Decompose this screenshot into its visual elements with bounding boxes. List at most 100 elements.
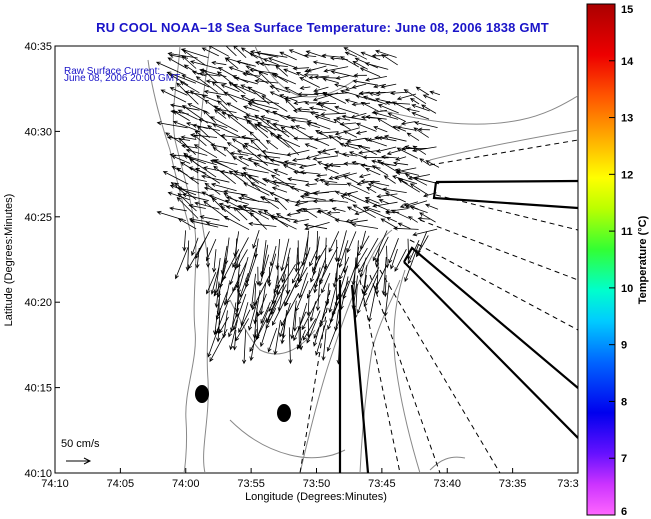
coverage-dashed-lines <box>299 139 578 473</box>
current-vector <box>228 309 239 338</box>
current-vector <box>280 317 287 345</box>
current-vector <box>346 137 366 143</box>
current-vector <box>298 207 321 212</box>
current-vector <box>328 162 348 167</box>
current-vector <box>388 238 399 264</box>
current-vector <box>195 167 221 184</box>
current-vector <box>317 150 331 155</box>
current-vectors <box>155 46 441 365</box>
current-vector <box>343 161 359 166</box>
current-vector <box>332 258 340 288</box>
x-tick-label: 73:45 <box>368 478 396 490</box>
current-vector <box>377 104 399 114</box>
current-vector <box>261 149 290 156</box>
current-vector <box>156 121 188 129</box>
current-vector <box>172 120 201 132</box>
current-vector <box>253 290 261 325</box>
current-vector <box>334 239 339 263</box>
current-vector <box>333 118 351 130</box>
current-vector <box>279 51 297 61</box>
current-vector <box>242 205 270 220</box>
current-vector <box>298 272 308 299</box>
current-vector <box>372 230 388 262</box>
current-vector <box>205 221 229 228</box>
current-vector <box>221 111 247 121</box>
current-vector <box>304 143 318 150</box>
current-vector <box>208 46 230 57</box>
current-vector <box>242 329 247 365</box>
current-vector <box>299 77 320 88</box>
current-vector <box>229 254 241 286</box>
current-vector <box>248 221 277 227</box>
current-vector <box>216 320 221 343</box>
current-vector <box>292 66 310 71</box>
current-vector <box>238 309 251 334</box>
current-vector <box>315 320 327 356</box>
current-vector <box>328 198 349 203</box>
current-vector <box>230 151 249 156</box>
current-vector <box>364 168 381 176</box>
current-vector <box>177 192 197 212</box>
current-vector <box>409 206 428 213</box>
current-vector <box>285 256 290 295</box>
current-vector <box>358 173 371 179</box>
current-vector <box>162 171 189 185</box>
x-tick-label: 73:55 <box>237 478 265 490</box>
radar-outlines <box>338 179 578 473</box>
colorbar-label: Temperature (°C) <box>637 215 649 304</box>
current-vector <box>413 127 429 138</box>
current-vector <box>310 254 321 283</box>
colorbar-tick-label: 15 <box>621 4 633 16</box>
current-vector <box>407 240 420 265</box>
current-vector <box>288 327 293 365</box>
current-vector <box>313 267 321 294</box>
current-vector <box>384 192 406 203</box>
current-vector <box>182 49 206 66</box>
current-vector <box>210 267 220 295</box>
current-vector <box>356 284 369 315</box>
current-vector <box>191 237 199 257</box>
current-vector <box>334 218 349 223</box>
current-vector <box>291 157 306 162</box>
current-vector <box>240 172 261 191</box>
current-vector <box>380 218 398 229</box>
current-vector <box>429 90 441 96</box>
current-vector <box>348 151 366 159</box>
current-vector <box>312 155 339 161</box>
current-vector <box>270 216 297 230</box>
current-vector <box>290 300 297 340</box>
current-vector <box>394 168 420 176</box>
current-vector <box>356 181 369 186</box>
current-vector <box>195 248 200 269</box>
current-vector <box>200 174 230 183</box>
current-vector <box>425 203 439 210</box>
y-tick-label: 40:20 <box>24 297 52 309</box>
current-vector <box>259 283 267 316</box>
current-vector <box>292 108 319 114</box>
site-marker-west <box>195 385 209 403</box>
current-vector <box>263 209 289 228</box>
current-vector <box>180 135 197 140</box>
current-vector <box>291 256 307 284</box>
current-vector <box>299 170 319 175</box>
current-vector <box>207 326 220 358</box>
current-vector <box>346 231 357 253</box>
current-vector <box>321 53 341 58</box>
y-tick-label: 40:25 <box>24 212 52 224</box>
current-vector <box>280 126 297 139</box>
current-vector <box>266 300 277 324</box>
current-vector <box>324 181 348 187</box>
current-vector <box>293 100 307 105</box>
current-vector <box>267 266 272 288</box>
current-vector <box>422 94 437 102</box>
current-vector <box>187 237 207 270</box>
current-vector <box>176 196 199 219</box>
current-vector <box>261 95 288 112</box>
current-vector <box>409 97 420 105</box>
current-vector <box>203 186 227 193</box>
x-tick-label: 73:35 <box>499 478 527 490</box>
current-vector <box>213 109 227 119</box>
current-vector <box>247 157 280 166</box>
current-vector <box>223 215 250 231</box>
current-vector <box>284 98 297 111</box>
